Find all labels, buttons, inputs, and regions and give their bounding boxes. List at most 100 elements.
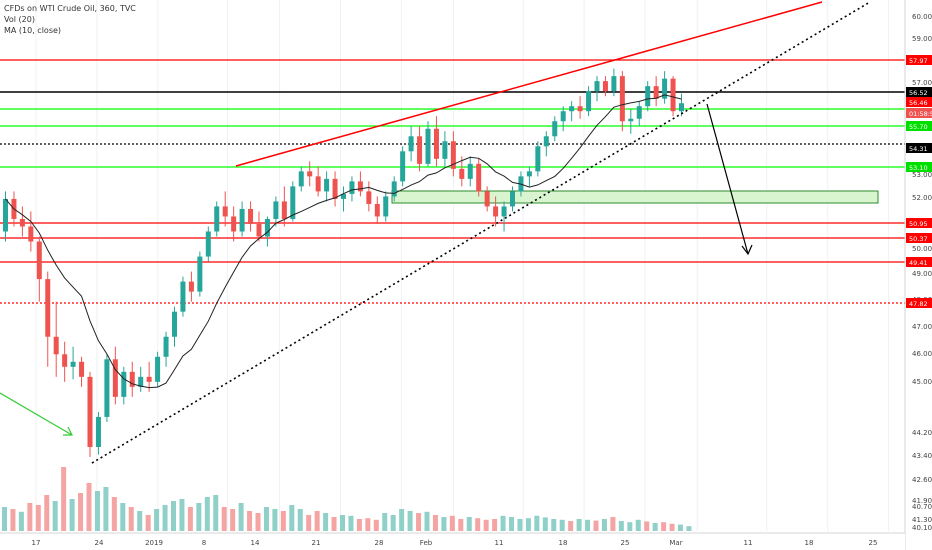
grid xyxy=(35,0,890,531)
green-arrow-head xyxy=(63,426,73,436)
volume-bar xyxy=(10,509,16,531)
volume-bar xyxy=(356,519,362,531)
arrows xyxy=(0,103,753,436)
volume-bar xyxy=(365,518,371,531)
candle-body xyxy=(79,361,85,377)
candle-body xyxy=(53,336,59,355)
candle-body xyxy=(264,218,270,237)
horizontal-levels xyxy=(0,59,905,304)
x-tick-label: 28 xyxy=(375,539,384,547)
y-tick-label: 45.00 xyxy=(912,378,932,386)
volume-bar xyxy=(475,518,481,531)
price-tag-label: 54.31 xyxy=(909,145,928,153)
candle-body xyxy=(552,121,558,137)
candle-body xyxy=(180,281,186,312)
volume-bar xyxy=(441,517,447,531)
volume-bar xyxy=(255,513,261,531)
candle-body xyxy=(188,281,194,292)
candle-body xyxy=(400,151,406,182)
candle-body xyxy=(602,81,608,92)
legend-volume: Vol (20) xyxy=(4,15,35,24)
black-arrow xyxy=(706,103,749,255)
candle-body xyxy=(197,256,203,292)
volume-bar xyxy=(238,503,244,531)
moving-average xyxy=(5,94,682,389)
price-tag-label: 57.97 xyxy=(909,57,928,65)
y-tick-label: 60.00 xyxy=(912,13,932,21)
volume-bar xyxy=(187,507,193,531)
chart-legend: CFDs on WTI Crude Oil, 360, TVC Vol (20)… xyxy=(4,3,136,36)
support-trendline xyxy=(91,1,871,464)
x-tick-label: 25 xyxy=(869,539,878,547)
time-axis: 17 24 2019 8 14 21 28 Feb 11 18 25 Mar 11 18 25 xyxy=(0,532,905,550)
volume-bar xyxy=(466,517,472,531)
candle-body xyxy=(298,171,304,187)
volume-bar xyxy=(103,487,109,531)
candle-body xyxy=(273,201,279,219)
volume-bar xyxy=(289,505,295,531)
zone-box xyxy=(391,190,879,204)
volume-bar xyxy=(669,523,675,531)
candle-body xyxy=(476,163,482,192)
price-tag xyxy=(906,143,932,153)
volume-bar xyxy=(432,515,438,531)
candle-body xyxy=(3,198,8,232)
candle-body xyxy=(417,136,423,164)
candles xyxy=(3,68,684,458)
price-tag xyxy=(906,257,932,267)
candle-body xyxy=(442,141,448,159)
x-tick-label: 24 xyxy=(95,539,104,547)
volume-bar xyxy=(382,513,388,531)
candle-body xyxy=(315,176,321,192)
volume-bar xyxy=(652,523,658,531)
volume-bar xyxy=(348,515,354,531)
candle-body xyxy=(366,191,372,204)
candle-body xyxy=(662,78,668,99)
volume-bar xyxy=(416,513,422,531)
candle-body xyxy=(450,141,456,169)
candle-body xyxy=(569,106,575,112)
y-tick-label: 46.00 xyxy=(912,350,932,358)
volume-bar xyxy=(483,519,489,531)
volume-bar xyxy=(2,507,7,531)
volume-bar xyxy=(221,507,227,531)
candle-body xyxy=(510,191,515,207)
x-tick-label: 11 xyxy=(744,539,753,547)
volume-bar xyxy=(568,521,574,531)
volume-bar xyxy=(635,519,641,531)
candle-body xyxy=(104,359,110,417)
candle-body xyxy=(467,163,473,179)
candle-body xyxy=(146,376,152,382)
volume-bar xyxy=(627,522,633,531)
volume-bar xyxy=(644,521,650,531)
candle-body xyxy=(341,193,346,199)
price-tag-label: 47.82 xyxy=(909,300,928,308)
volume-bars xyxy=(2,467,692,531)
volume-bar xyxy=(230,509,236,531)
candle-body xyxy=(129,371,135,387)
x-tick-label: 21 xyxy=(312,539,321,547)
candle-body xyxy=(205,231,211,257)
x-tick-label: Mar xyxy=(669,539,682,547)
price-tag-label: 01:58:59 xyxy=(909,110,932,118)
candle-body xyxy=(290,186,296,219)
volume-bar xyxy=(399,509,405,531)
candle-body xyxy=(357,181,363,192)
candle-body xyxy=(619,76,625,122)
candle-body xyxy=(62,354,68,367)
volume-bar xyxy=(661,522,667,531)
price-tag-label: 50.95 xyxy=(909,220,928,228)
volume-bar xyxy=(331,517,337,531)
candle-body xyxy=(121,371,127,397)
x-tick-label: 11 xyxy=(495,539,504,547)
candle-body xyxy=(87,376,93,447)
price-tag-label: 55.70 xyxy=(909,123,928,131)
support-zone xyxy=(391,190,879,204)
candle-body xyxy=(28,226,34,242)
candle-body xyxy=(45,279,51,337)
volume-bar xyxy=(52,501,58,531)
candle-body xyxy=(560,111,566,122)
candle-body xyxy=(653,86,659,99)
candle-body xyxy=(543,136,549,147)
